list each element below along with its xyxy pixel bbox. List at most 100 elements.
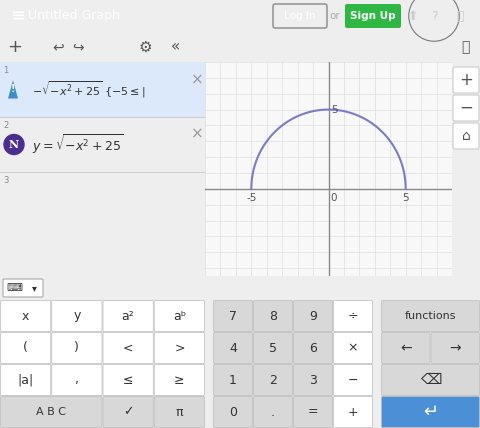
FancyBboxPatch shape bbox=[334, 365, 372, 395]
FancyBboxPatch shape bbox=[214, 300, 252, 332]
FancyBboxPatch shape bbox=[293, 365, 333, 395]
Text: 8: 8 bbox=[269, 309, 277, 323]
FancyBboxPatch shape bbox=[293, 300, 333, 332]
Text: π: π bbox=[176, 405, 183, 419]
Text: 9: 9 bbox=[309, 309, 317, 323]
Text: −: − bbox=[459, 99, 473, 117]
FancyBboxPatch shape bbox=[345, 4, 401, 28]
Text: Log In: Log In bbox=[284, 11, 316, 21]
Text: >: > bbox=[174, 342, 185, 354]
FancyBboxPatch shape bbox=[103, 365, 153, 395]
Text: ÷: ÷ bbox=[348, 309, 358, 323]
Text: y: y bbox=[73, 309, 81, 323]
Text: ⌨: ⌨ bbox=[6, 283, 22, 293]
FancyBboxPatch shape bbox=[253, 365, 292, 395]
Text: ↩: ↩ bbox=[52, 40, 64, 54]
FancyBboxPatch shape bbox=[154, 396, 204, 428]
Text: 7: 7 bbox=[229, 309, 237, 323]
Bar bbox=[0, 62, 205, 117]
FancyBboxPatch shape bbox=[214, 396, 252, 428]
Text: |a|: |a| bbox=[17, 374, 34, 386]
Text: functions: functions bbox=[405, 311, 456, 321]
Text: aᵇ: aᵇ bbox=[173, 309, 186, 323]
Text: −: − bbox=[348, 374, 358, 386]
Text: $-\sqrt{-x^2+25}\ \{-5\leq|$: $-\sqrt{-x^2+25}\ \{-5\leq|$ bbox=[32, 79, 145, 100]
Text: 2: 2 bbox=[269, 374, 277, 386]
Text: ⚙: ⚙ bbox=[138, 39, 152, 54]
FancyBboxPatch shape bbox=[253, 333, 292, 363]
Text: !: ! bbox=[11, 84, 15, 95]
Text: =: = bbox=[308, 405, 318, 419]
Text: ✓: ✓ bbox=[123, 405, 133, 419]
Text: 3: 3 bbox=[309, 374, 317, 386]
Circle shape bbox=[4, 134, 24, 155]
Text: Untitled Graph: Untitled Graph bbox=[28, 9, 120, 23]
FancyBboxPatch shape bbox=[382, 300, 480, 332]
Text: N: N bbox=[9, 139, 19, 150]
FancyBboxPatch shape bbox=[214, 333, 252, 363]
Text: ↪: ↪ bbox=[72, 40, 84, 54]
Text: ≤: ≤ bbox=[123, 374, 133, 386]
FancyBboxPatch shape bbox=[334, 333, 372, 363]
FancyBboxPatch shape bbox=[52, 333, 102, 363]
Text: 4: 4 bbox=[229, 342, 237, 354]
Text: «: « bbox=[170, 39, 180, 54]
FancyBboxPatch shape bbox=[154, 300, 204, 332]
Text: ⬆: ⬆ bbox=[408, 9, 418, 23]
FancyBboxPatch shape bbox=[334, 300, 372, 332]
Text: (: ( bbox=[23, 342, 28, 354]
FancyBboxPatch shape bbox=[453, 67, 479, 93]
FancyBboxPatch shape bbox=[103, 333, 153, 363]
Text: ≥: ≥ bbox=[174, 374, 185, 386]
Text: ≡: ≡ bbox=[10, 7, 25, 25]
Text: ▾: ▾ bbox=[32, 283, 36, 293]
FancyBboxPatch shape bbox=[154, 333, 204, 363]
Text: 3: 3 bbox=[3, 176, 8, 185]
FancyBboxPatch shape bbox=[103, 396, 153, 428]
Text: ?: ? bbox=[431, 9, 437, 23]
Text: ⌂: ⌂ bbox=[462, 129, 470, 143]
Text: or: or bbox=[330, 11, 340, 21]
FancyBboxPatch shape bbox=[154, 365, 204, 395]
FancyBboxPatch shape bbox=[52, 300, 102, 332]
FancyBboxPatch shape bbox=[253, 300, 292, 332]
Text: A B C: A B C bbox=[36, 407, 66, 417]
Polygon shape bbox=[8, 80, 18, 98]
Text: ×: × bbox=[191, 72, 204, 87]
Text: 1: 1 bbox=[3, 66, 8, 75]
Text: 5: 5 bbox=[331, 104, 337, 115]
Text: .: . bbox=[271, 405, 275, 419]
Text: ⌫: ⌫ bbox=[420, 372, 441, 387]
Text: 0: 0 bbox=[229, 405, 237, 419]
FancyBboxPatch shape bbox=[0, 333, 51, 363]
Text: 0: 0 bbox=[331, 193, 337, 203]
Text: <: < bbox=[123, 342, 133, 354]
Text: ,: , bbox=[75, 374, 79, 386]
Text: 1: 1 bbox=[229, 374, 237, 386]
Text: ×: × bbox=[191, 127, 204, 142]
Text: +: + bbox=[459, 71, 473, 89]
FancyBboxPatch shape bbox=[214, 365, 252, 395]
Text: $y=\sqrt{-x^2+25}$: $y=\sqrt{-x^2+25}$ bbox=[32, 133, 124, 156]
Text: a²: a² bbox=[122, 309, 134, 323]
Text: +: + bbox=[348, 405, 358, 419]
FancyBboxPatch shape bbox=[431, 333, 480, 363]
FancyBboxPatch shape bbox=[0, 396, 102, 428]
Text: ): ) bbox=[74, 342, 79, 354]
Text: 6: 6 bbox=[309, 342, 317, 354]
FancyBboxPatch shape bbox=[382, 333, 430, 363]
Text: 🔧: 🔧 bbox=[461, 40, 469, 54]
Text: -5: -5 bbox=[246, 193, 256, 203]
FancyBboxPatch shape bbox=[3, 279, 43, 297]
FancyBboxPatch shape bbox=[52, 365, 102, 395]
Text: ×: × bbox=[348, 342, 358, 354]
Text: ←: ← bbox=[400, 341, 411, 355]
FancyBboxPatch shape bbox=[0, 300, 51, 332]
FancyBboxPatch shape bbox=[382, 396, 480, 428]
Text: 5: 5 bbox=[402, 193, 409, 203]
Text: 🌐: 🌐 bbox=[456, 9, 464, 23]
Text: ↵: ↵ bbox=[423, 403, 438, 421]
Text: +: + bbox=[8, 38, 23, 56]
Text: x: x bbox=[22, 309, 29, 323]
FancyBboxPatch shape bbox=[103, 300, 153, 332]
